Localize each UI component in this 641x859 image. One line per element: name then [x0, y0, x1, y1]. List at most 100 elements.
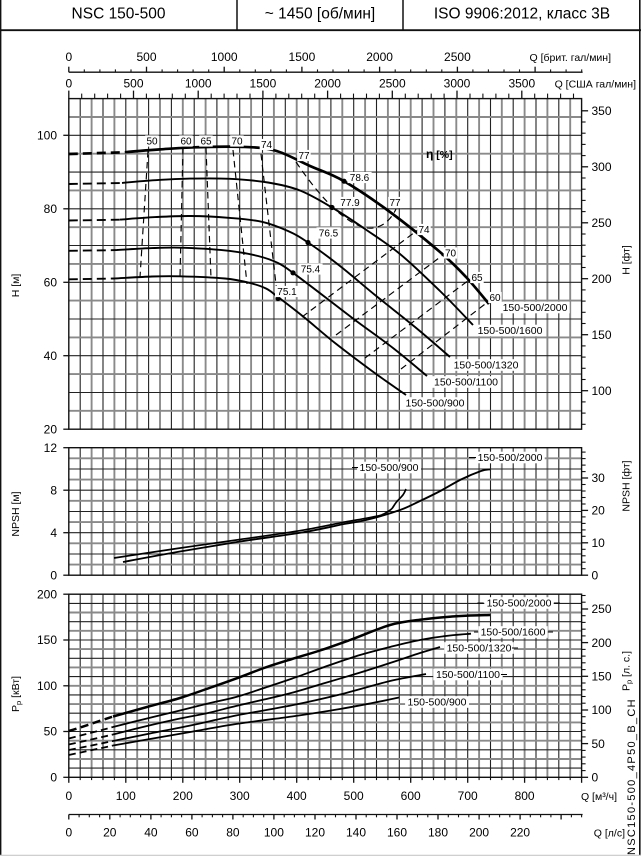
- svg-text:50: 50: [146, 136, 158, 147]
- svg-text:0: 0: [592, 771, 599, 785]
- svg-text:0: 0: [65, 789, 72, 803]
- svg-text:400: 400: [287, 789, 307, 803]
- svg-text:200: 200: [173, 789, 193, 803]
- svg-text:60: 60: [489, 293, 501, 304]
- svg-text:150-500/2000: 150-500/2000: [478, 452, 543, 464]
- svg-text:250: 250: [592, 216, 612, 230]
- svg-text:3500: 3500: [508, 77, 535, 91]
- svg-text:180: 180: [428, 826, 448, 840]
- svg-text:100: 100: [264, 826, 284, 840]
- svg-text:60: 60: [185, 826, 199, 840]
- svg-text:H [фт]: H [фт]: [621, 245, 633, 275]
- svg-text:250: 250: [592, 602, 612, 616]
- svg-text:300: 300: [230, 789, 250, 803]
- svg-text:η [%]: η [%]: [426, 147, 453, 161]
- svg-text:78.6: 78.6: [350, 173, 370, 184]
- svg-text:3000: 3000: [444, 77, 471, 91]
- svg-text:150: 150: [592, 328, 612, 342]
- svg-text:50: 50: [592, 737, 606, 751]
- svg-text:60: 60: [44, 276, 58, 290]
- svg-text:40: 40: [144, 826, 158, 840]
- svg-text:Pp [л. с.]: Pp [л. с.]: [621, 651, 634, 691]
- svg-text:2000: 2000: [314, 77, 341, 91]
- svg-text:65: 65: [471, 273, 483, 284]
- svg-text:350: 350: [592, 104, 612, 118]
- svg-text:0: 0: [50, 771, 57, 785]
- svg-text:0: 0: [65, 826, 72, 840]
- svg-text:120: 120: [305, 826, 325, 840]
- svg-text:70: 70: [445, 248, 457, 259]
- svg-text:4: 4: [50, 526, 57, 540]
- svg-text:70: 70: [231, 136, 243, 147]
- svg-text:75.1: 75.1: [277, 287, 297, 298]
- svg-text:77: 77: [389, 198, 401, 209]
- svg-text:30: 30: [592, 471, 606, 485]
- svg-text:0: 0: [50, 568, 57, 582]
- svg-text:800: 800: [515, 789, 535, 803]
- svg-text:500: 500: [123, 77, 143, 91]
- svg-text:100: 100: [37, 679, 57, 693]
- svg-text:150-500/1600: 150-500/1600: [478, 325, 543, 337]
- svg-text:600: 600: [401, 789, 421, 803]
- svg-text:NSC 150-500: NSC 150-500: [72, 5, 166, 22]
- svg-text:NSC150-500_4P50_B_CH: NSC150-500_4P50_B_CH: [626, 698, 638, 855]
- svg-text:100: 100: [592, 703, 612, 717]
- svg-text:1000: 1000: [185, 77, 212, 91]
- svg-text:77.9: 77.9: [340, 198, 360, 209]
- svg-text:10: 10: [592, 536, 606, 550]
- svg-text:NPSH [фт]: NPSH [фт]: [621, 460, 633, 511]
- svg-text:150-500/900: 150-500/900: [406, 398, 465, 410]
- svg-text:40: 40: [44, 349, 58, 363]
- svg-text:150-500/900: 150-500/900: [408, 697, 467, 709]
- svg-text:20: 20: [44, 422, 58, 436]
- svg-text:76.5: 76.5: [319, 228, 339, 239]
- svg-text:77: 77: [298, 151, 310, 162]
- svg-text:200: 200: [469, 826, 489, 840]
- svg-text:NPSH [м]: NPSH [м]: [10, 491, 22, 536]
- svg-text:Q [м³/ч]: Q [м³/ч]: [581, 791, 617, 803]
- svg-text:150-500/1320: 150-500/1320: [447, 643, 512, 655]
- svg-text:200: 200: [37, 587, 57, 601]
- svg-text:140: 140: [346, 826, 366, 840]
- svg-text:2000: 2000: [366, 50, 393, 64]
- svg-text:60: 60: [180, 136, 192, 147]
- svg-text:500: 500: [136, 50, 156, 64]
- svg-text:H [м]: H [м]: [10, 274, 22, 298]
- svg-text:ISO 9906:2012, класс 3В: ISO 9906:2012, класс 3В: [434, 5, 610, 22]
- svg-text:2500: 2500: [379, 77, 406, 91]
- svg-text:300: 300: [592, 160, 612, 174]
- svg-text:220: 220: [510, 826, 530, 840]
- svg-text:500: 500: [344, 789, 364, 803]
- svg-text:150-500/1600: 150-500/1600: [481, 627, 546, 639]
- svg-text:160: 160: [387, 826, 407, 840]
- svg-text:1000: 1000: [211, 50, 238, 64]
- svg-text:150-500/2000: 150-500/2000: [503, 302, 568, 314]
- svg-text:65: 65: [200, 136, 212, 147]
- svg-text:Q [брит. гал/мин]: Q [брит. гал/мин]: [530, 52, 612, 64]
- svg-text:150-500/1100: 150-500/1100: [436, 669, 500, 681]
- svg-text:700: 700: [458, 789, 478, 803]
- svg-text:80: 80: [226, 826, 240, 840]
- svg-text:20: 20: [103, 826, 117, 840]
- svg-text:75.4: 75.4: [301, 264, 321, 275]
- svg-text:~ 1450 [об/мин]: ~ 1450 [об/мин]: [265, 5, 375, 22]
- svg-text:0: 0: [592, 568, 599, 582]
- svg-text:8: 8: [50, 483, 57, 497]
- svg-text:150-500/2000: 150-500/2000: [487, 598, 552, 610]
- svg-text:100: 100: [592, 384, 612, 398]
- svg-text:0: 0: [65, 77, 72, 91]
- svg-text:50: 50: [44, 725, 58, 739]
- svg-text:1500: 1500: [250, 77, 277, 91]
- svg-text:100: 100: [37, 129, 57, 143]
- svg-text:150-500/1320: 150-500/1320: [454, 360, 519, 372]
- svg-text:200: 200: [592, 636, 612, 650]
- svg-text:Q [л/с]: Q [л/с]: [594, 828, 625, 840]
- svg-text:100: 100: [116, 789, 136, 803]
- svg-text:74: 74: [261, 140, 273, 151]
- svg-text:Q [США гал/мин]: Q [США гал/мин]: [555, 79, 636, 91]
- svg-text:1500: 1500: [289, 50, 316, 64]
- svg-text:2500: 2500: [444, 50, 471, 64]
- svg-text:Pp [кВт]: Pp [кВт]: [10, 676, 23, 712]
- svg-text:200: 200: [592, 272, 612, 286]
- svg-text:12: 12: [44, 441, 58, 455]
